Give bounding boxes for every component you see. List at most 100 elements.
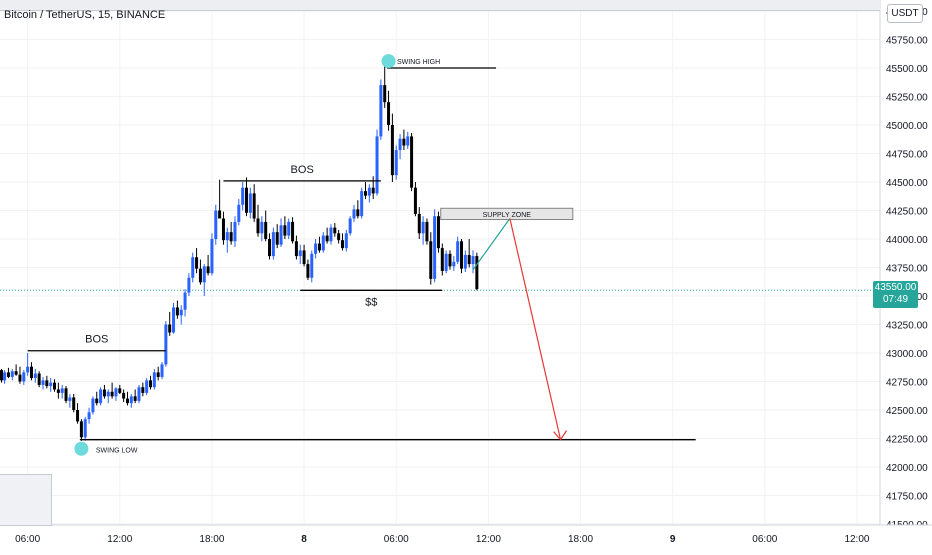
- chart-title: Bitcoin / TetherUS, 15, BINANCE: [4, 9, 166, 21]
- candle-body: [406, 136, 410, 146]
- candle-body: [195, 257, 199, 269]
- candle-body: [141, 387, 145, 393]
- candle-body: [402, 138, 406, 146]
- candle-body: [244, 187, 248, 213]
- level-label: $$: [365, 296, 377, 308]
- candle-body: [283, 225, 287, 236]
- candle-body: [356, 209, 360, 217]
- candle-body: [172, 307, 176, 333]
- candle-body: [56, 389, 60, 393]
- candle-body: [133, 396, 137, 401]
- candle-body: [417, 213, 421, 234]
- candle-body: [425, 221, 429, 242]
- candle-body: [64, 388, 68, 401]
- candle-body: [429, 241, 433, 279]
- candle-body: [218, 210, 222, 219]
- candle-body: [329, 227, 333, 242]
- candle-body: [164, 324, 168, 365]
- candle-body: [460, 241, 464, 269]
- price-tick-label: 45500.00: [886, 64, 928, 75]
- price-tick-label: 45250.00: [886, 93, 928, 104]
- price-tick-label: 43250.00: [886, 321, 928, 332]
- candle-body: [175, 307, 179, 316]
- top-bar: [0, 0, 880, 11]
- candle-body: [260, 221, 264, 234]
- price-tick-label: 44000.00: [886, 235, 928, 246]
- candle-body: [436, 216, 440, 249]
- candle-body: [387, 102, 391, 125]
- minimap[interactable]: [0, 474, 52, 526]
- candle-body: [421, 221, 425, 234]
- candle-body: [72, 397, 76, 410]
- candle-body: [214, 210, 218, 239]
- candle-body: [18, 374, 22, 382]
- level-label: SWING HIGH: [397, 59, 440, 66]
- price-axis[interactable]: 46000.0045750.0045500.0045250.0045000.00…: [879, 0, 932, 550]
- candle-body: [433, 216, 437, 279]
- time-axis[interactable]: 06:00 12:00 18:00 8 06:00 12:00 18:00 9 06:00 12:…: [0, 524, 932, 550]
- time-tick-label: 9: [670, 534, 676, 545]
- candle-body: [225, 232, 229, 241]
- candle-body: [390, 125, 394, 176]
- candle-body: [49, 382, 53, 387]
- level-label: BOS: [85, 334, 108, 346]
- candle-body: [91, 398, 95, 413]
- candle-body: [6, 372, 10, 377]
- price-tick-label: 41750.00: [886, 492, 928, 503]
- candle-body: [3, 372, 7, 381]
- candle-body: [463, 254, 467, 269]
- time-axis-bg: [0, 525, 932, 550]
- price-tick-label: 44750.00: [886, 150, 928, 161]
- current-price-tag: 43550.00 07:49: [873, 281, 918, 308]
- time-tick-label: 18:00: [568, 534, 593, 545]
- candle-body: [294, 241, 298, 257]
- annotations: SUPPLY ZONE: [74, 54, 574, 456]
- candle-body: [310, 253, 314, 278]
- projection-down-arrow: [509, 218, 562, 440]
- time-tick-label: 12:00: [107, 534, 132, 545]
- candle-body: [298, 250, 302, 257]
- arrow-head: [553, 430, 568, 441]
- candle-body: [379, 85, 383, 137]
- candle-body: [321, 235, 325, 251]
- candle-body: [41, 380, 45, 385]
- candle-body: [10, 371, 14, 377]
- candle-body: [118, 388, 122, 393]
- supply-zone: [440, 207, 574, 221]
- price-tick-label: 42500.00: [886, 406, 928, 417]
- candle-body: [360, 191, 364, 217]
- time-tick-label: 18:00: [199, 534, 224, 545]
- candle-body: [264, 221, 268, 239]
- candle-body: [0, 370, 4, 381]
- current-price-value: 43550.00: [874, 282, 917, 293]
- candle-body: [229, 232, 233, 242]
- candle-body: [317, 243, 321, 251]
- candle-body: [149, 380, 153, 388]
- candle-body: [145, 380, 149, 393]
- candle-body: [287, 221, 291, 236]
- candle-body: [99, 389, 103, 404]
- candle-body: [102, 389, 106, 397]
- candle-body: [291, 221, 295, 242]
- candle-body: [410, 136, 414, 188]
- currency-button[interactable]: USDT: [887, 4, 923, 23]
- price-tick-label: 43750.00: [886, 264, 928, 275]
- supply-zone-label: SUPPLY ZONE: [483, 212, 532, 219]
- candle-body: [95, 398, 99, 404]
- candle-body: [444, 253, 448, 271]
- candle-body: [337, 233, 341, 241]
- price-tick-label: 42750.00: [886, 378, 928, 389]
- candle-body: [275, 232, 279, 245]
- level-label: SWING LOW: [96, 448, 138, 455]
- time-tick-label: 06:00: [752, 534, 777, 545]
- projection-up-line: [472, 218, 511, 271]
- time-tick-label: 06:00: [15, 534, 40, 545]
- swing-marker: [381, 54, 396, 69]
- candle-body: [14, 371, 18, 375]
- candle-body: [352, 209, 356, 219]
- candle-body: [110, 391, 114, 397]
- candle-body: [333, 227, 337, 234]
- candle-body: [191, 257, 195, 278]
